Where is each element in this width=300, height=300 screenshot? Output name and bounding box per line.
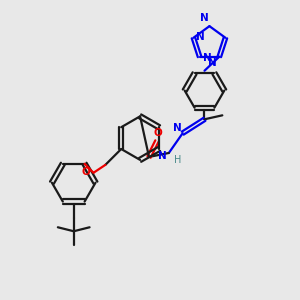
Text: N: N <box>196 32 205 42</box>
Text: N: N <box>173 123 182 133</box>
Text: N: N <box>208 58 216 68</box>
Text: O: O <box>82 167 91 177</box>
Text: N: N <box>202 52 211 63</box>
Text: N: N <box>200 13 209 23</box>
Text: H: H <box>174 155 181 165</box>
Text: N: N <box>158 151 167 161</box>
Text: O: O <box>154 128 162 138</box>
